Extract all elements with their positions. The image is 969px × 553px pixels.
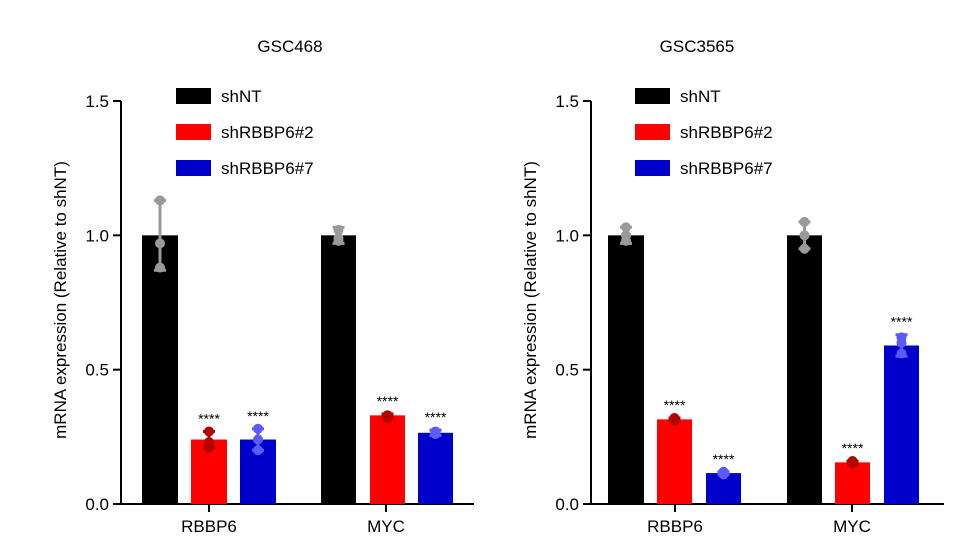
y-tick-label: 1.5 <box>555 92 579 111</box>
y-axis-label: mRNA expression (Relative to shNT) <box>521 161 540 439</box>
significance-label: **** <box>247 408 269 424</box>
data-point <box>155 195 165 206</box>
bar-shNT-RBBP6 <box>608 235 644 505</box>
x-tick-label: MYC <box>367 517 405 536</box>
data-point <box>847 458 858 469</box>
data-point <box>253 434 263 445</box>
data-point <box>799 230 810 241</box>
legend-label: shRBBP6#2 <box>680 123 773 142</box>
data-point <box>621 222 631 233</box>
legend-label: shRBBP6#2 <box>221 123 314 142</box>
data-point <box>204 426 214 437</box>
data-point <box>204 442 214 453</box>
data-point <box>799 216 810 227</box>
significance-label: **** <box>664 397 686 413</box>
bar-shRBBP6#2-MYC <box>835 462 870 504</box>
legend-swatch-shRBBP6#2 <box>635 124 670 140</box>
data-point <box>430 429 441 440</box>
y-tick-label: 0.0 <box>555 495 579 514</box>
legend-label: shNT <box>680 87 721 106</box>
chart-panel-1: GSC3565 mRNA expression (Relative to shNT… <box>521 37 944 536</box>
legend-swatch-shNT <box>635 88 670 104</box>
significance-label: **** <box>713 451 735 467</box>
x-tick-label: RBBP6 <box>647 517 703 536</box>
y-axis-label: mRNA expression (Relative to shNT) <box>51 161 70 439</box>
data-point <box>896 337 907 348</box>
data-point <box>155 262 165 273</box>
chart-panel-0: GSC468 mRNA expression (Relative to shNT)… <box>51 37 474 536</box>
data-point <box>155 238 165 249</box>
y-tick-label: 0.5 <box>85 361 109 380</box>
y-tick-label: 0.5 <box>555 361 579 380</box>
y-tick-label: 1.0 <box>555 226 579 245</box>
legend-label: shRBBP6#7 <box>221 159 314 178</box>
y-tick-label: 1.5 <box>85 92 109 111</box>
data-point <box>799 243 810 254</box>
bar-shNT-MYC <box>321 235 356 505</box>
y-tick-label: 1.0 <box>85 226 109 245</box>
legend-swatch-shRBBP6#7 <box>176 160 211 176</box>
bar-shNT-MYC <box>787 235 822 505</box>
x-tick-label: MYC <box>833 517 871 536</box>
data-point <box>382 413 393 424</box>
data-point <box>896 348 907 359</box>
bar-shRBBP6#7-MYC <box>884 345 919 504</box>
data-point <box>253 423 263 434</box>
data-point <box>333 235 344 246</box>
data-point <box>669 415 680 426</box>
legend-label: shRBBP6#7 <box>680 159 773 178</box>
significance-label: **** <box>425 409 447 425</box>
significance-label: **** <box>891 314 913 330</box>
significance-label: **** <box>842 440 864 456</box>
bar-shRBBP6#2-MYC <box>370 415 405 504</box>
legend-swatch-shRBBP6#2 <box>176 124 211 140</box>
chart-title: GSC468 <box>257 37 322 56</box>
legend-label: shNT <box>221 87 262 106</box>
y-tick-label: 0.0 <box>85 495 109 514</box>
bar-shRBBP6#2-RBBP6 <box>657 419 692 504</box>
x-tick-label: RBBP6 <box>181 517 237 536</box>
significance-label: **** <box>198 410 220 426</box>
bar-shNT-RBBP6 <box>142 235 178 505</box>
data-point <box>718 469 729 480</box>
legend-swatch-shRBBP6#7 <box>635 160 670 176</box>
data-point <box>333 224 344 235</box>
data-point <box>253 445 263 456</box>
legend-swatch-shNT <box>176 88 211 104</box>
bar-shRBBP6#7-MYC <box>418 432 453 504</box>
data-point <box>621 235 631 246</box>
significance-label: **** <box>377 393 399 409</box>
chart-title: GSC3565 <box>660 37 735 56</box>
